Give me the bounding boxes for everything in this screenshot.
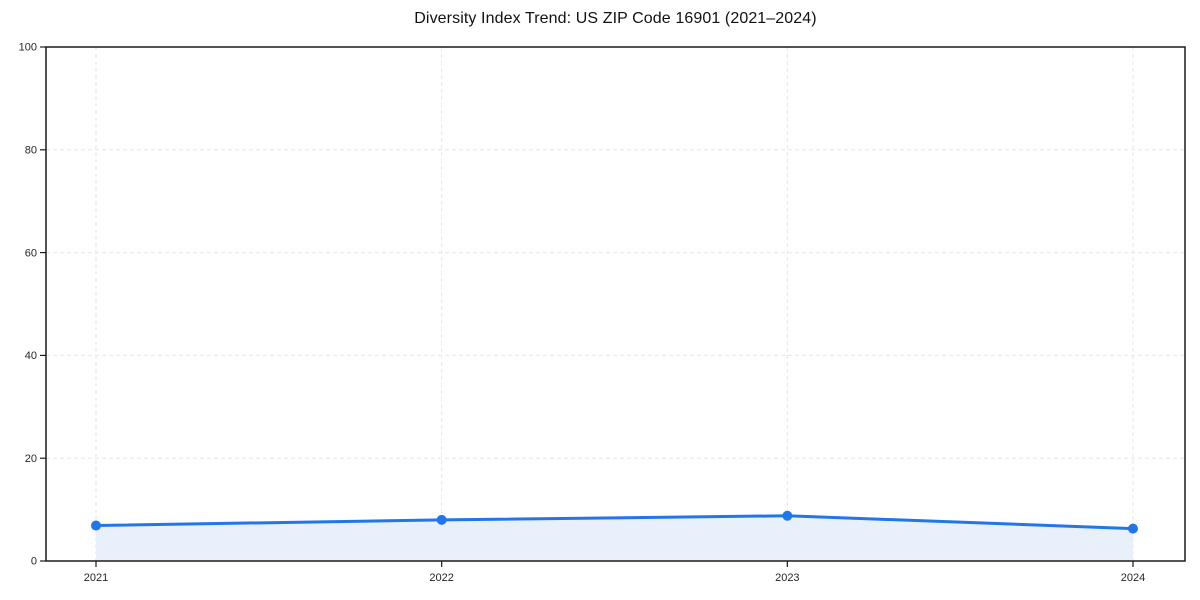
- tick-labels-group: 0 20 40 60 80 100 2021 2022 2023 2024: [19, 42, 1146, 584]
- trend-line-group: [94, 514, 1135, 531]
- area-fill-group: [96, 515, 1133, 561]
- trend-line: [94, 514, 1135, 531]
- data-point-2022: [436, 514, 447, 525]
- x-tick-label: 2024: [1121, 572, 1145, 584]
- plot-border: [45, 46, 1186, 562]
- chart-title: Diversity Index Trend: US ZIP Code 16901…: [414, 10, 817, 27]
- y-tick-label: 40: [25, 350, 37, 362]
- data-points-group: [91, 510, 1138, 534]
- axes-spines-group: [45, 46, 1186, 562]
- y-tick-label: 80: [25, 145, 37, 157]
- gridlines-group: [46, 47, 1185, 561]
- x-tick-label: 2023: [775, 572, 799, 584]
- data-point-2024: [1128, 523, 1138, 534]
- tick-marks-group: [40, 46, 1134, 567]
- y-tick-label: 100: [19, 42, 37, 54]
- area-fill: [96, 515, 1133, 561]
- data-point-2023: [782, 510, 793, 521]
- y-tick-label: 0: [31, 556, 37, 568]
- x-tick-label: 2022: [429, 572, 453, 584]
- y-tick-label: 20: [25, 453, 37, 465]
- x-tick-label: 2021: [84, 572, 108, 584]
- y-tick-label: 60: [25, 247, 37, 259]
- data-point-2021: [91, 520, 101, 531]
